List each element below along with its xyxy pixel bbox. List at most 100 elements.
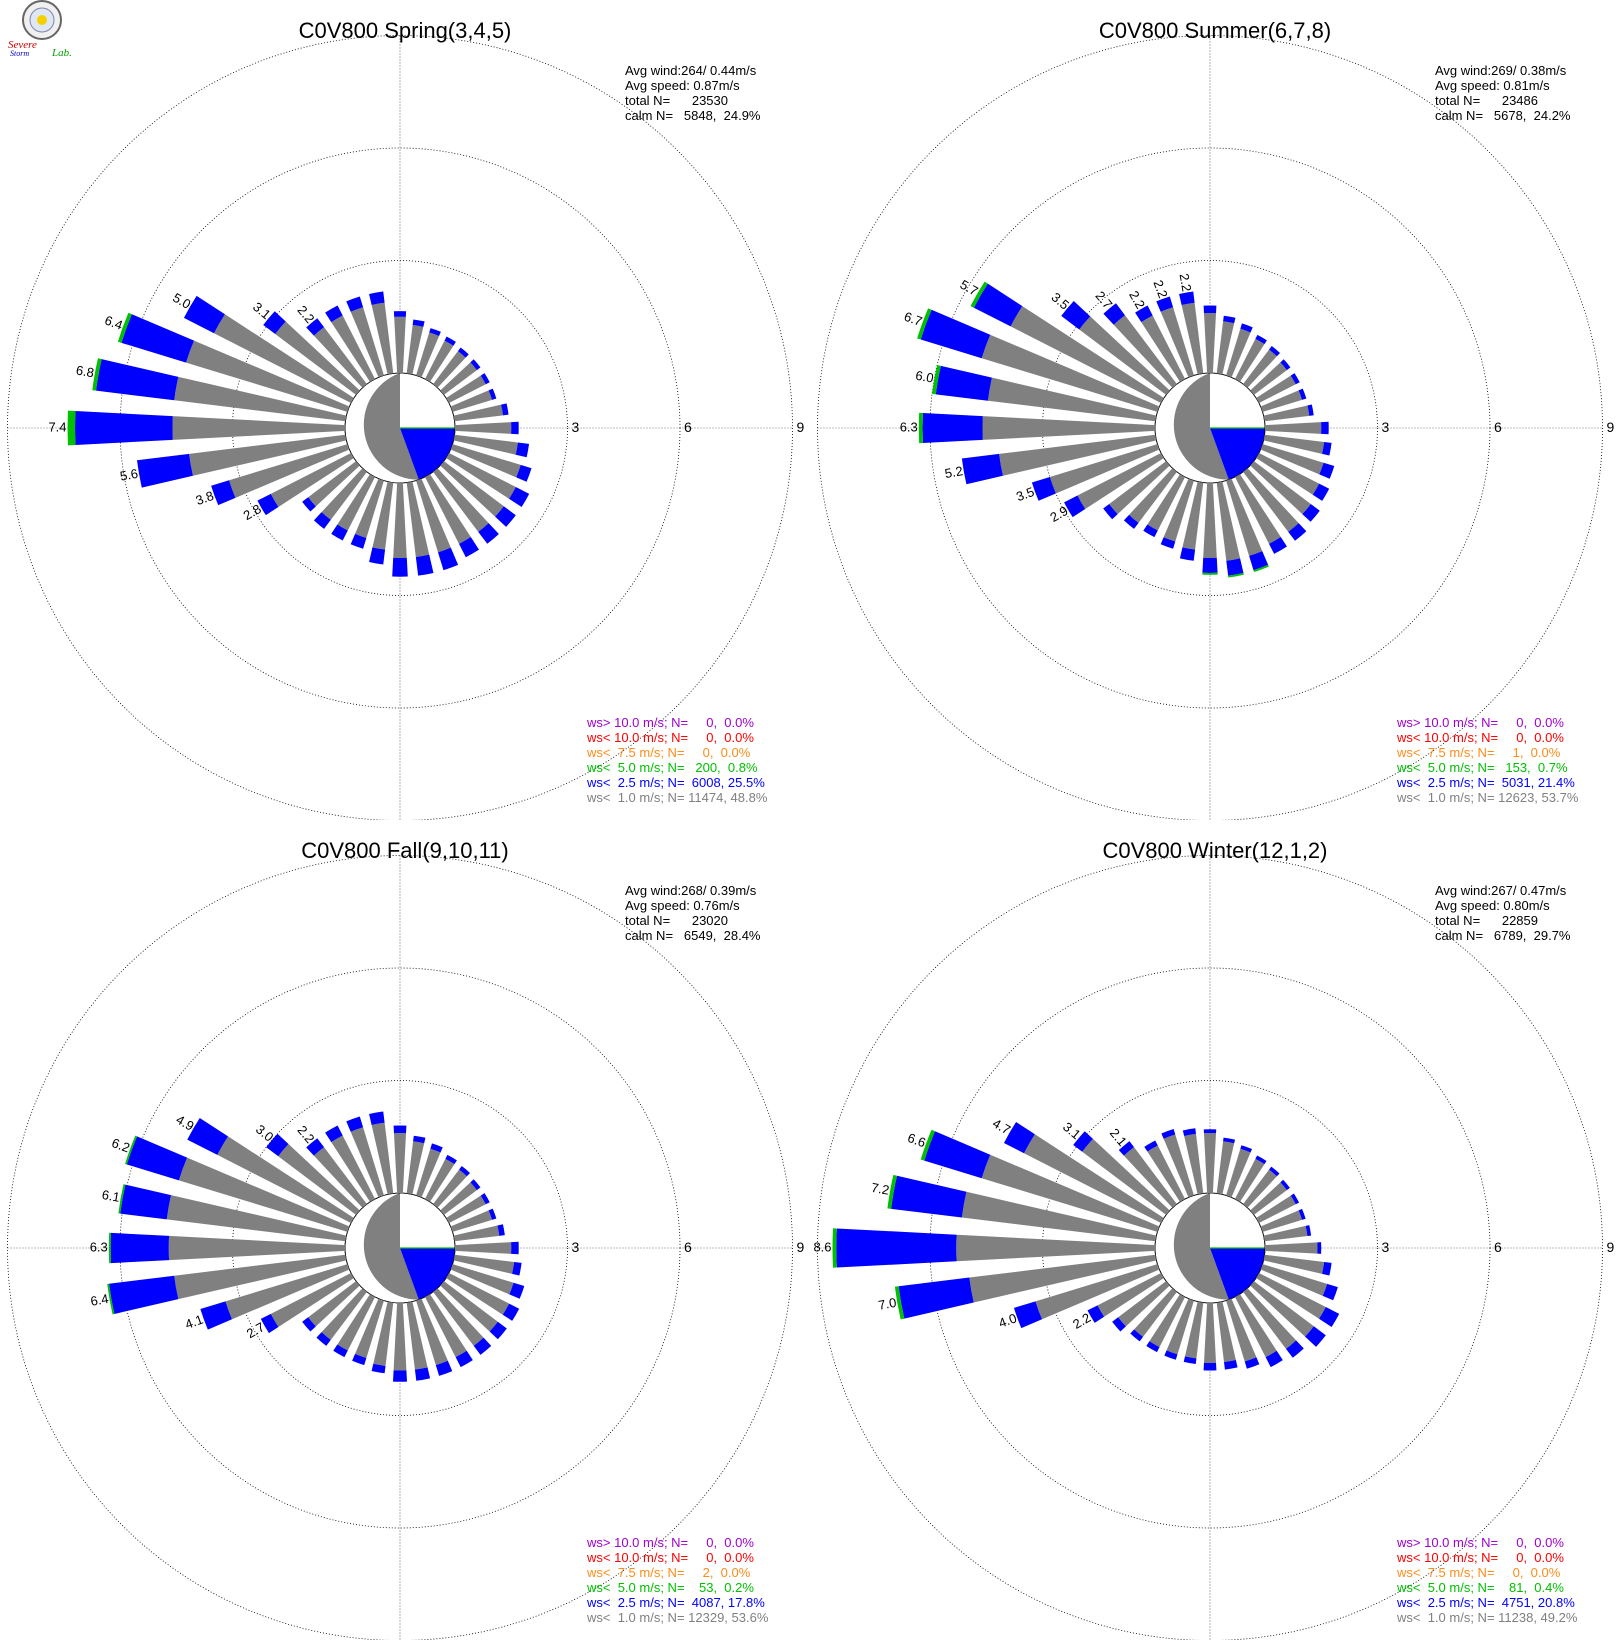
bar-blue — [1123, 514, 1139, 529]
bar-gray — [961, 1191, 1157, 1242]
ring-tick-label: 9 — [1607, 1239, 1615, 1255]
bar-gray — [956, 1234, 1156, 1262]
bar-gray — [371, 302, 394, 375]
bar-blue — [1322, 1262, 1332, 1276]
logo-text: Storm — [10, 49, 29, 58]
bar-gray — [1216, 1301, 1236, 1363]
bar-gray — [450, 1264, 514, 1295]
bar-blue — [459, 537, 479, 558]
bar-blue — [455, 1350, 473, 1368]
calm-pie-gray — [1173, 373, 1229, 480]
stats-block: Avg wind:269/ 0.38m/s Avg speed: 0.81m/s t… — [1435, 63, 1571, 123]
bar-gray — [1134, 1288, 1177, 1337]
stats-line: calm N= 5848, 24.9% — [625, 108, 761, 123]
bar-blue — [1249, 551, 1269, 571]
bar-value-label: 5.2 — [944, 463, 964, 481]
bar-gray — [446, 1195, 486, 1224]
bar-gray — [373, 1301, 394, 1366]
panel-title: C0V800 Winter(12,1,2) — [1102, 838, 1328, 863]
bar-blue — [1103, 503, 1118, 520]
wind-rose-panel: 8.6 7.2 6.6 4.7 3.1 2.1 2.2 4.0 7.0 3 6 9 C0V800 Win… — [810, 820, 1620, 1640]
bar-blue — [1321, 421, 1329, 435]
bar-gray — [1250, 1281, 1314, 1337]
bar-value-label: 2.2 — [1176, 272, 1194, 292]
wind-rose-plot: 8.67.26.64.7 3.1 2.12.24.07.03 6 9 — [813, 855, 1615, 1640]
bar-blue — [346, 1116, 364, 1132]
bar-value-label: 6.4 — [89, 1291, 109, 1309]
calm-pie-blue — [1210, 1248, 1265, 1300]
stats-line: total N= 23020 — [625, 913, 728, 928]
bar-gray — [433, 1169, 467, 1208]
bar-blue — [412, 319, 425, 327]
bar-blue — [1307, 404, 1314, 416]
bar-gray — [1256, 1272, 1326, 1319]
bar-green — [1253, 564, 1269, 573]
bar-blue — [393, 1370, 407, 1382]
stats-line: total N= 23530 — [625, 93, 728, 108]
bar-blue — [200, 1301, 233, 1330]
bar-gray — [406, 1141, 425, 1195]
legend-entry: ws< 5.0 m/s; N= 53, 0.2% — [587, 1580, 754, 1595]
calm-pie-blue — [400, 428, 455, 480]
bar-gray — [1260, 390, 1303, 412]
legend-entry: ws> 10.0 m/s; N= 0, 0.0% — [1397, 1535, 1564, 1550]
ring-tick-label: 6 — [1494, 419, 1502, 435]
legend-entry: ws< 2.5 m/s; N= 6008, 25.5% — [587, 775, 765, 790]
bar-blue — [1064, 495, 1086, 518]
bar-blue — [511, 421, 519, 435]
bar-gray — [1166, 1298, 1194, 1355]
bar-gray — [1243, 1288, 1297, 1349]
bar-blue — [1285, 1340, 1304, 1358]
bar-blue — [1322, 442, 1332, 456]
bar-blue — [1179, 291, 1195, 305]
stats-line: Avg speed: 0.76m/s — [625, 898, 740, 913]
bar-blue — [920, 309, 991, 359]
legend-entry: ws< 1.0 m/s; N= 11474, 48.8% — [587, 790, 768, 805]
bar-gray — [1024, 1134, 1164, 1224]
bar-value-label: 6.7 — [902, 309, 924, 329]
legend-entry: ws< 5.0 m/s; N= 81, 0.4% — [1397, 1580, 1564, 1595]
stats-line: calm N= 6789, 29.7% — [1435, 928, 1571, 943]
bar-gray — [189, 434, 347, 476]
bar-green — [125, 1135, 138, 1165]
bar-value-label: 6.4 — [103, 313, 125, 333]
bar-gray — [416, 1298, 448, 1366]
bar-gray — [1163, 1134, 1194, 1198]
bar-blue — [457, 347, 469, 358]
bar-gray — [1263, 1254, 1325, 1274]
ring-tick-label: 3 — [572, 419, 580, 435]
bar-green — [67, 410, 76, 446]
stats-block: Avg wind:268/ 0.39m/s Avg speed: 0.76m/s t… — [625, 883, 761, 943]
bar-gray — [1160, 307, 1194, 378]
bar-blue — [369, 291, 385, 305]
legend-entry: ws< 7.5 m/s; N= 0, 0.0% — [1397, 1565, 1561, 1580]
bar-value-label: 6.2 — [110, 1135, 132, 1155]
bar-value-label: 7.0 — [877, 1295, 897, 1313]
bar-blue — [1280, 359, 1291, 371]
bar-blue — [435, 1360, 453, 1376]
bar-blue — [120, 1184, 172, 1220]
bar-blue — [1161, 1129, 1176, 1139]
bar-blue — [1255, 1155, 1267, 1165]
bar-green — [918, 412, 923, 444]
bar-blue — [392, 557, 408, 577]
wind-rose-panel: 7.4 6.8 6.4 5.0 3.1 2.2 2.8 3.8 5.6 3 6 9 C0V800 Spr… — [0, 0, 810, 820]
bar-blue — [512, 1262, 522, 1276]
bar-blue — [393, 1125, 407, 1134]
bar-blue — [1290, 1193, 1300, 1205]
bar-gray — [1182, 481, 1204, 550]
bar-blue — [1203, 305, 1217, 314]
bar-gray — [406, 481, 430, 558]
bar-gray — [1129, 468, 1177, 523]
speed-legend: ws> 10.0 m/s; N= 0, 0.0% ws< 10.0 m/s; N=… — [587, 715, 767, 805]
bar-gray — [1181, 302, 1204, 375]
bar-blue — [1255, 334, 1267, 345]
bar-gray — [1141, 315, 1186, 382]
bar-blue — [266, 1133, 289, 1157]
bar-gray — [225, 1264, 350, 1320]
bar-blue — [473, 1337, 492, 1355]
bar-blue — [333, 1344, 348, 1358]
bar-blue — [488, 1208, 497, 1220]
